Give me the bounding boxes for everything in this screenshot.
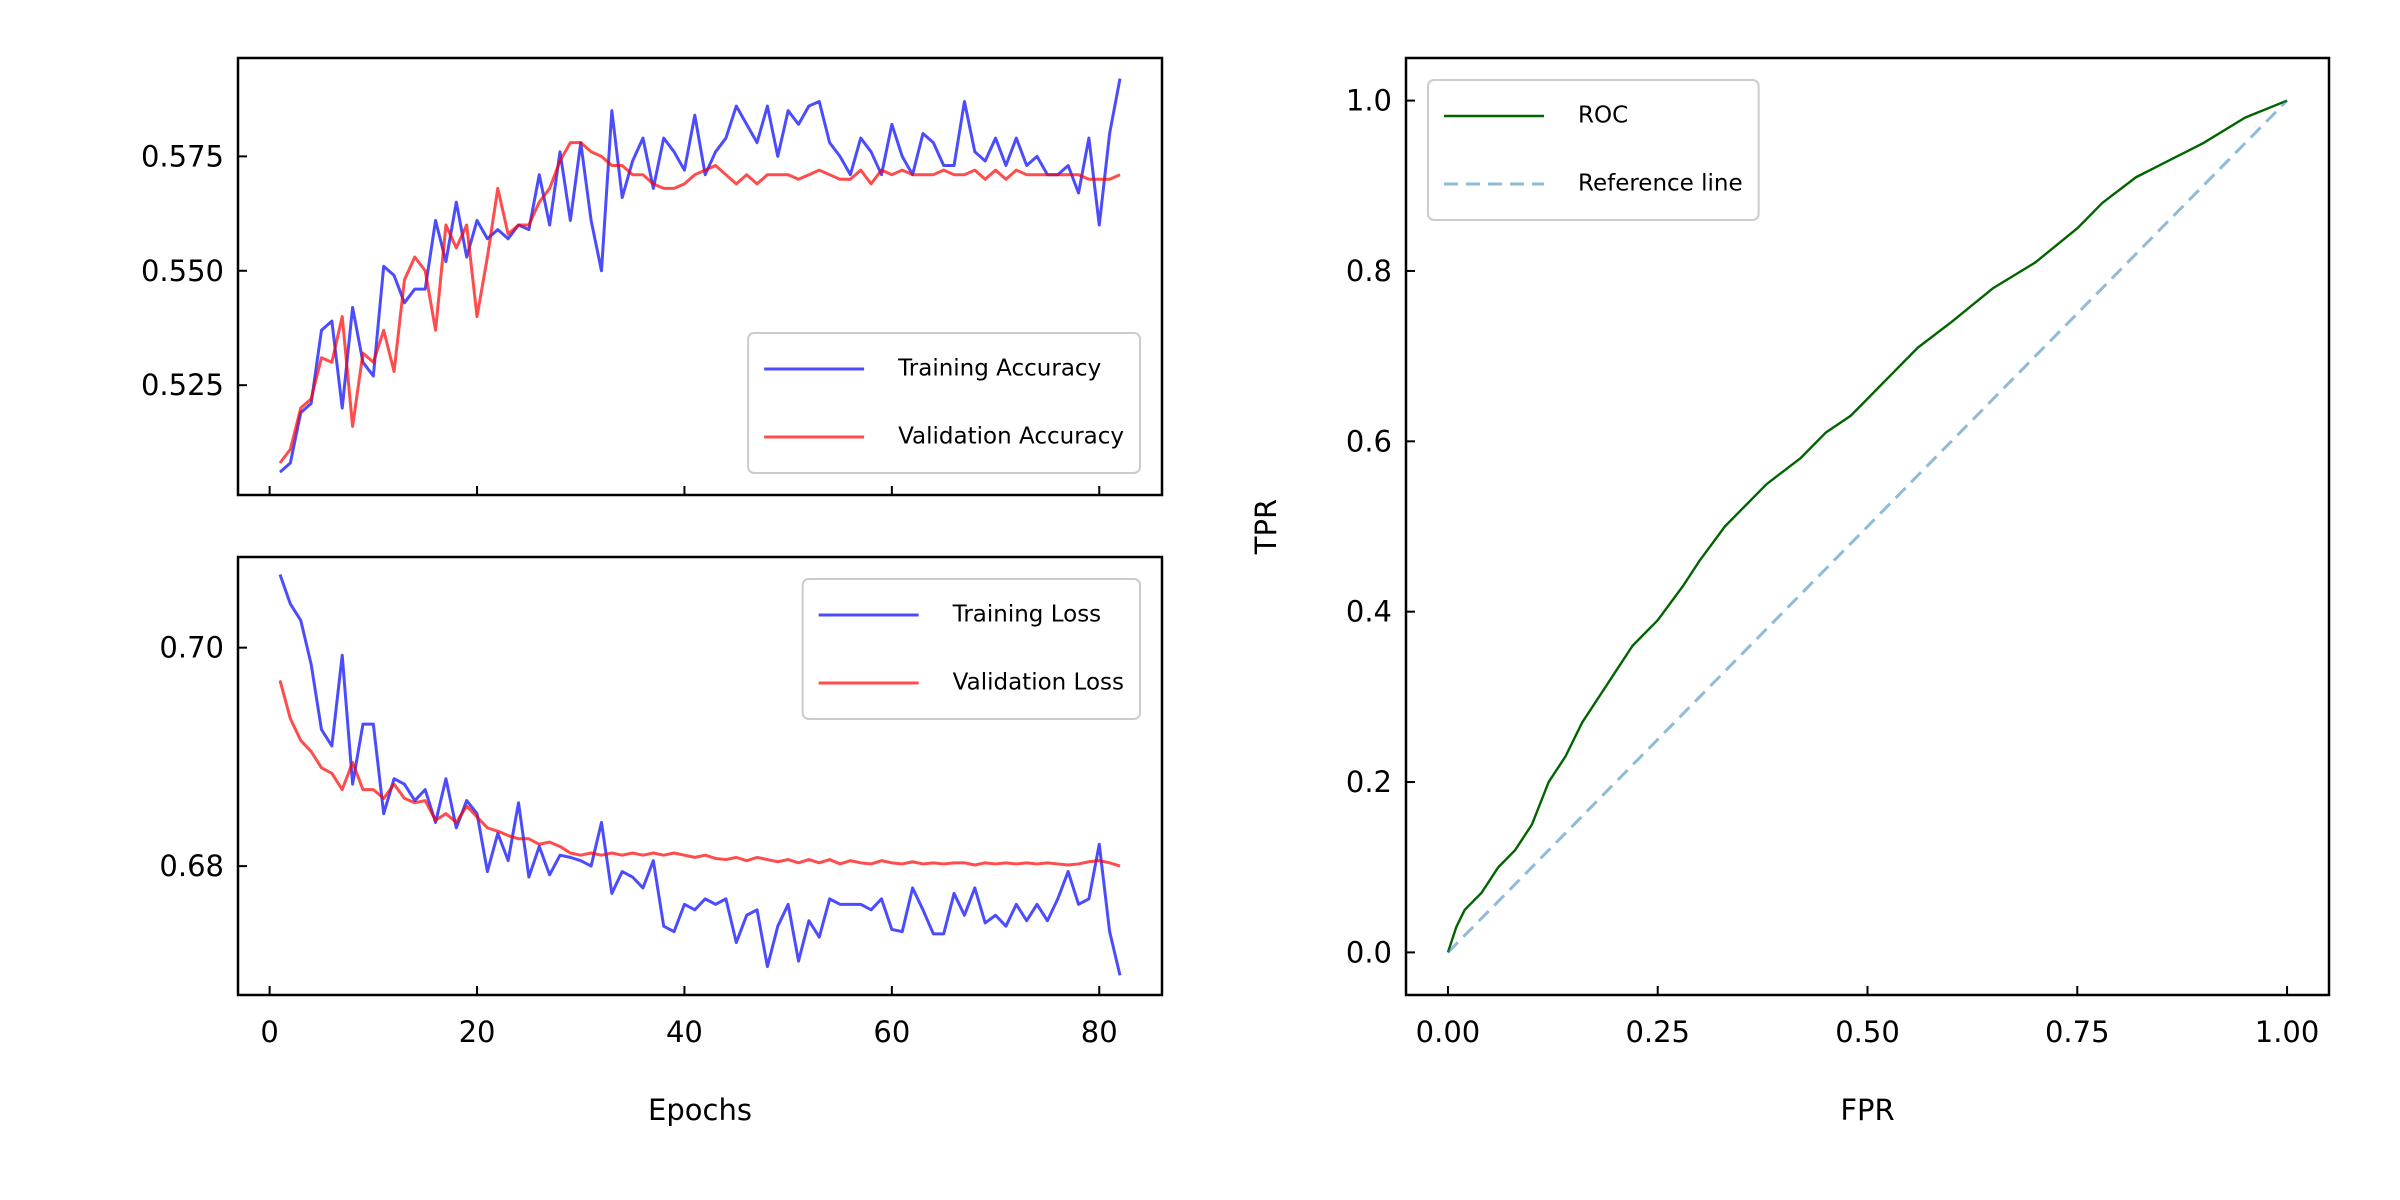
series-line [278,680,1121,868]
x-axis-label: Epochs [648,1093,752,1127]
x-tick-label: 0.00 [1416,1015,1481,1049]
legend-label: Training Accuracy [897,356,1101,382]
series-line [279,78,1122,474]
y-tick-label: 0.6 [1346,424,1392,458]
x-tick-label: 0.25 [1625,1015,1690,1049]
axes-frame [236,555,1164,997]
axes-frame [236,56,1164,497]
legend-label: Validation Accuracy [898,424,1124,450]
chart: 0.0 0.2 0.4 0.6 0.8 1.0 0.00 0.25 0.50 0.75 1.00 FP… [1249,56,2331,1127]
legend-frame [747,332,1141,474]
x-tick-label: 1.00 [2255,1015,2320,1049]
y-tick-label: 0.550 [141,254,224,288]
series-line [1446,99,2288,953]
y-tick-label: 0.0 [1346,935,1392,969]
y-tick-label: 0.575 [141,139,224,173]
series-line [278,141,1121,464]
x-tick-label: 0 [260,1015,278,1049]
legend: Training Loss Validation Loss [801,578,1141,720]
legend-label: ROC [1578,103,1628,129]
chart: 0.68 0.70 0 20 40 60 80 Epochs Training Loss Vali… [159,555,1164,1127]
legend: ROC Reference line [1427,79,1760,221]
y-tick-label: 0.525 [141,368,224,402]
series-line [1446,99,2289,954]
y-axis-label: TPR [1249,499,1283,555]
x-tick-label: 0.50 [1835,1015,1900,1049]
series-line [278,573,1122,976]
x-tick-label: 40 [666,1015,703,1049]
legend-label: Reference line [1578,171,1743,197]
x-tick-label: 60 [873,1015,910,1049]
legend-frame [801,578,1141,720]
axes-frame [1404,56,2331,997]
y-tick-label: 0.4 [1346,595,1392,629]
x-tick-label: 20 [459,1015,496,1049]
x-axis-label: FPR [1840,1093,1894,1127]
x-tick-label: 80 [1081,1015,1118,1049]
legend-label: Validation Loss [953,670,1124,696]
y-tick-label: 0.70 [159,631,224,665]
y-tick-label: 0.2 [1346,765,1392,799]
y-tick-label: 1.0 [1346,84,1392,118]
legend: Training Accuracy Validation Accuracy [747,332,1141,474]
chart: 0.525 0.550 0.575 Training Accuracy Validati… [141,56,1164,497]
legend-label: Training Loss [952,602,1102,628]
legend-frame [1427,79,1760,221]
y-tick-label: 0.8 [1346,254,1392,288]
y-tick-label: 0.68 [159,849,224,883]
x-tick-label: 0.75 [2045,1015,2110,1049]
